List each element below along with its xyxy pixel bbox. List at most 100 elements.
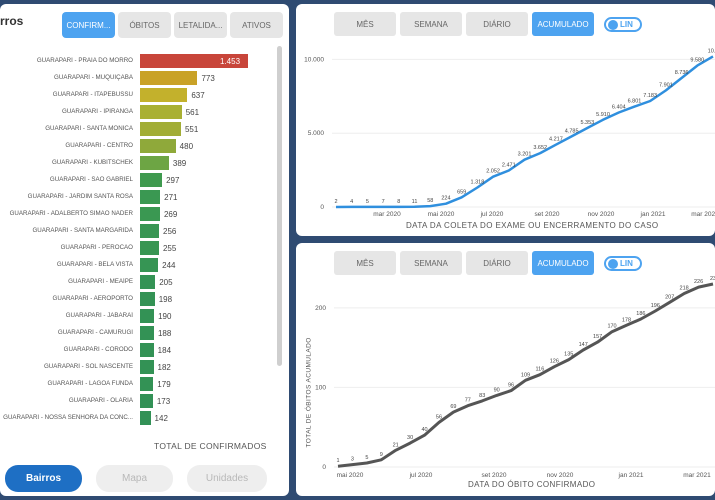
bar-row[interactable]: GUARAPARI - JABARAÍ 190	[0, 309, 280, 323]
linear-scale-toggle[interactable]: LIN	[604, 16, 642, 32]
bar-row[interactable]: GUARAPARI - MEAÍPE 205	[0, 275, 280, 289]
tab-obitos[interactable]: ÓBITOS	[118, 12, 171, 38]
bar-row[interactable]: GUARAPARI - CAMURUGI 188	[0, 326, 280, 340]
bar-row[interactable]: GUARAPARI - JARDIM SANTA ROSA 271	[0, 190, 280, 204]
tab-mes[interactable]: MÊS	[334, 251, 396, 275]
data-label: 7	[382, 199, 385, 205]
bar-label: GUARAPARI - CAMURUGI	[57, 329, 133, 336]
bar[interactable]	[140, 122, 181, 136]
data-label: 77	[465, 398, 471, 404]
bar-row[interactable]: GUARAPARI - IPIRANGA 561	[0, 105, 280, 119]
bar[interactable]	[140, 156, 169, 170]
y-tick-label: 100	[315, 384, 326, 391]
bar[interactable]	[140, 190, 161, 204]
data-label: 1	[336, 458, 339, 464]
nav-mapa-button[interactable]: Mapa	[96, 465, 173, 492]
bar[interactable]	[140, 224, 160, 238]
tab-acumulado[interactable]: ACUMULADO	[532, 12, 594, 36]
bar[interactable]	[140, 292, 155, 306]
tab-acumulado[interactable]: ACUMULADO	[532, 251, 594, 275]
data-label: 3	[351, 457, 354, 463]
bar-row[interactable]: GUARAPARI - CORODO 184	[0, 343, 280, 357]
y-tick-label: 0	[322, 464, 326, 471]
tab-semana[interactable]: SEMANA	[400, 251, 462, 275]
bar-row[interactable]: GUARAPARI - KUBITSCHEK 389	[0, 156, 280, 170]
bar[interactable]	[140, 173, 163, 187]
bar-label: GUARAPARI - CORODO	[63, 346, 133, 353]
bar-row[interactable]: GUARAPARI - SOL NASCENTE 182	[0, 360, 280, 374]
data-label: 6.404	[612, 104, 626, 110]
bar-row[interactable]: GUARAPARI - BELA VISTA 244	[0, 258, 280, 272]
bar[interactable]	[140, 377, 154, 391]
bar-row[interactable]: GUARAPARI - AEROPORTO 198	[0, 292, 280, 306]
bar-label: GUARAPARI - PRAIA DO MORRO	[36, 57, 133, 64]
bar[interactable]	[140, 54, 248, 68]
bar-row[interactable]: GUARAPARI - MUQUIÇABA 773	[0, 71, 280, 85]
bar-row[interactable]: GUARAPARI - ITAPEBUSSU 637	[0, 88, 280, 102]
data-label: 157	[593, 334, 602, 340]
bar[interactable]	[140, 411, 151, 425]
deaths-cumulative-chart-panel: MÊS SEMANA DIÁRIO ACUMULADO LIN 200 100 0 m…	[296, 243, 715, 496]
bar-row[interactable]: GUARAPARI - SANTA MONICA 551	[0, 122, 280, 136]
bar[interactable]	[140, 241, 159, 255]
tab-ativos[interactable]: ATIVOS	[230, 12, 283, 38]
tab-semana[interactable]: SEMANA	[400, 12, 462, 36]
tab-confirmados[interactable]: CONFIRM...	[62, 12, 115, 38]
bar[interactable]	[140, 71, 198, 85]
bar[interactable]	[140, 275, 156, 289]
x-tick-label: nov 2020	[547, 472, 574, 479]
bar-value: 297	[166, 176, 180, 185]
data-label: 4.785	[565, 128, 579, 134]
bar[interactable]	[140, 343, 154, 357]
nav-bairros-button[interactable]: Bairros	[5, 465, 82, 492]
bar-row[interactable]: GUARAPARI - NOSSA SENHORA DA CONC... 142	[0, 411, 280, 425]
bar-label: GUARAPARI - PEROCÃO	[60, 244, 133, 251]
x-tick-label: mar 2021	[691, 211, 715, 218]
bar-label: GUARAPARI - SOL NASCENTE	[43, 363, 133, 370]
bar-row[interactable]: GUARAPARI - SANTA MARGARIDA 256	[0, 224, 280, 238]
bar-value: 173	[156, 397, 171, 406]
bar-row[interactable]: GUARAPARI - PRAIA DO MORRO 1.453	[0, 54, 280, 68]
bar-row[interactable]: GUARAPARI - PEROCÃO 255	[0, 241, 280, 255]
tab-diario[interactable]: DIÁRIO	[466, 12, 528, 36]
data-label: 196	[651, 303, 660, 309]
list-scrollbar[interactable]	[277, 46, 282, 366]
data-label: 659	[457, 189, 466, 195]
data-label: 147	[579, 342, 588, 348]
bar[interactable]	[140, 105, 182, 119]
bar[interactable]	[140, 326, 154, 340]
bar[interactable]	[140, 360, 154, 374]
data-label: 1.318	[470, 180, 484, 186]
tab-mes[interactable]: MÊS	[334, 12, 396, 36]
data-label: 40	[421, 427, 427, 433]
bar[interactable]	[140, 88, 188, 102]
tab-letalidade[interactable]: LETALIDA...	[174, 12, 227, 38]
toggle-knob	[608, 258, 618, 269]
bar[interactable]	[140, 258, 159, 272]
bar-row[interactable]: GUARAPARI - ADALBERTO SIMÃO NADER 269	[0, 207, 280, 221]
bar[interactable]	[140, 207, 160, 221]
bar[interactable]	[140, 139, 176, 153]
linear-scale-toggle[interactable]: LIN	[604, 255, 642, 271]
data-label: 6.801	[628, 99, 642, 105]
data-label: 8	[397, 199, 400, 205]
data-label: 4.217	[549, 137, 563, 143]
bar-value: 551	[184, 125, 199, 134]
bar-row[interactable]: GUARAPARI - SÃO GABRIEL 297	[0, 173, 280, 187]
bar-row[interactable]: GUARAPARI - CENTRO 480	[0, 139, 280, 153]
nav-unidades-button[interactable]: Unidades	[187, 465, 267, 492]
data-label: 58	[427, 198, 433, 204]
bar-label: GUARAPARI - JABARAÍ	[65, 312, 133, 319]
data-label: 186	[636, 311, 645, 317]
bar[interactable]	[140, 394, 153, 408]
bar-label: GUARAPARI - IPIRANGA	[61, 108, 133, 115]
tab-diario[interactable]: DIÁRIO	[466, 251, 528, 275]
bar-value: 182	[157, 363, 171, 372]
x-tick-label: jan 2021	[618, 472, 644, 479]
data-label: 109	[521, 372, 530, 378]
bar[interactable]	[140, 309, 155, 323]
data-label: 135	[564, 352, 573, 358]
bar-row[interactable]: GUARAPARI - OLARIA 173	[0, 394, 280, 408]
bar-row[interactable]: GUARAPARI - LAGOA FUNDA 179	[0, 377, 280, 391]
data-label: 5	[365, 455, 368, 461]
